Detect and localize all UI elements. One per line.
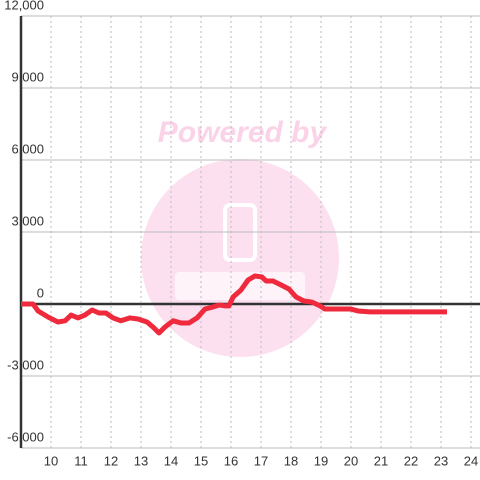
y-tick-label: 0 [37, 285, 44, 300]
y-tick-label: -3,000 [7, 357, 44, 372]
x-tick-label: 19 [314, 453, 328, 468]
x-tick-label: 14 [164, 453, 178, 468]
watermark-text: Powered by [158, 116, 328, 149]
x-tick-label: 13 [134, 453, 148, 468]
y-tick-label: 3,000 [11, 213, 44, 228]
x-tick-label: 16 [224, 453, 238, 468]
y-tick-label: 12,000 [4, 0, 44, 12]
x-tick-label: 12 [104, 453, 118, 468]
x-tick-label: 23 [434, 453, 448, 468]
x-tick-label: 20 [344, 453, 358, 468]
y-tick-label: -6,000 [7, 429, 44, 444]
x-tick-label: 21 [374, 453, 388, 468]
line [21, 273, 447, 336]
x-tick-label: 17 [254, 453, 268, 468]
x-tick-label: 15 [194, 453, 208, 468]
x-tick-label: 11 [74, 453, 88, 468]
x-tick-label: 24 [464, 453, 478, 468]
x-tick-label: 22 [404, 453, 418, 468]
y-tick-label: 6,000 [11, 141, 44, 156]
y-tick-label: 9,000 [11, 69, 44, 84]
x-tick-label: 18 [284, 453, 298, 468]
x-tick-label: 10 [44, 453, 58, 468]
